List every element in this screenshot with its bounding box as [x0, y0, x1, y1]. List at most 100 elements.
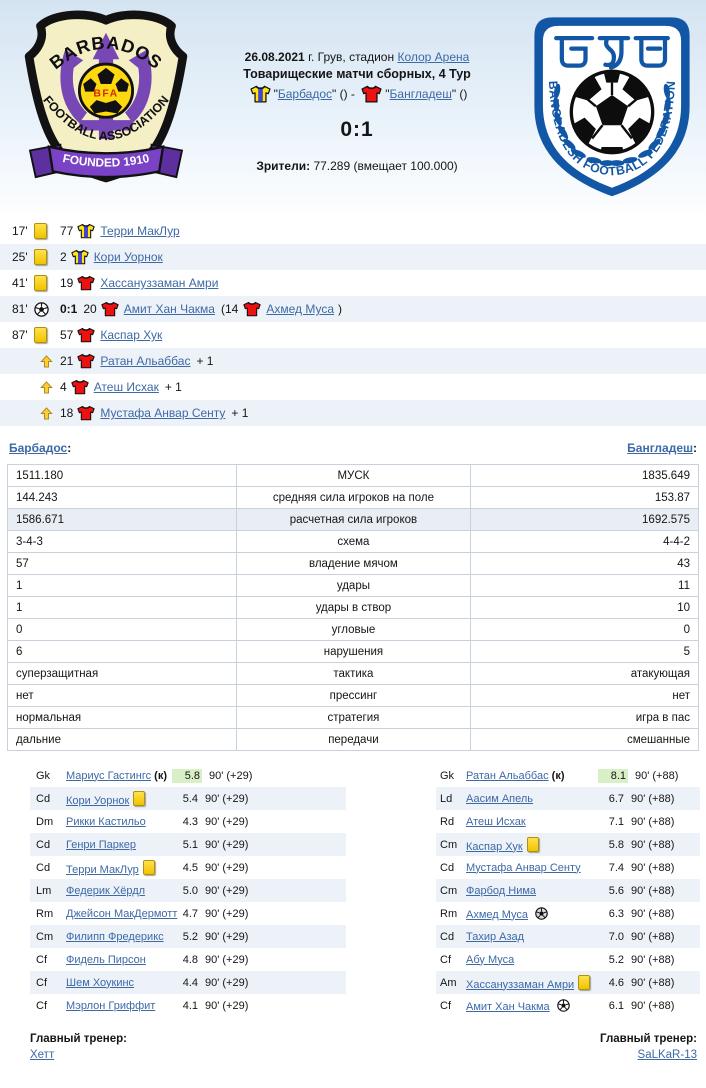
event-player-link[interactable]: Каспар Хук — [100, 328, 163, 342]
player-link[interactable]: Мариус Гастингс — [66, 769, 152, 782]
player-link[interactable]: Кори Уорнок — [66, 794, 130, 807]
player-rating: 4.4 — [182, 976, 198, 989]
event-icon-cell — [34, 380, 60, 394]
stat-label: средняя сила игроков на поле — [236, 486, 471, 509]
minutes-played: 90' (+29) — [205, 792, 249, 805]
event-player-link[interactable]: Ратан Альаббас — [100, 354, 191, 368]
player-link[interactable]: Атеш Исхак — [466, 815, 526, 828]
stat-row: нет прессинг нет — [6, 684, 700, 707]
bengali-script-glyphs — [554, 36, 670, 70]
minutes-played: 90' (+88) — [631, 792, 675, 805]
player-link[interactable]: Тахир Азад — [466, 930, 525, 943]
away-coach-link[interactable]: SaLKaR-13 — [637, 1049, 697, 1061]
player-link[interactable]: Абу Муса — [466, 953, 515, 966]
player-link[interactable]: Фидель Пирсон — [66, 953, 146, 966]
event-player-link[interactable]: Амит Хан Чакма — [123, 302, 215, 316]
stat-home-value: 57 — [6, 552, 238, 575]
player-link[interactable]: Рикки Кастильо — [66, 815, 146, 828]
away-team-stats-link[interactable]: Бангладеш — [627, 441, 693, 455]
home-team-link[interactable]: Барбадос — [277, 87, 333, 101]
tournament-title: Товарищеские матчи сборных, 4 Тур — [243, 67, 471, 81]
stat-away-value: 11 — [469, 574, 700, 597]
event-icon-cell — [34, 223, 60, 239]
player-link[interactable]: Генри Паркер — [66, 838, 137, 851]
player-link[interactable]: Ратан Альаббас — [466, 769, 549, 782]
position-label: Gk — [440, 769, 455, 782]
player-link[interactable]: Терри МакЛур — [66, 863, 139, 876]
player-link[interactable]: Каспар Хук — [466, 840, 523, 853]
player-link[interactable]: Фарбод Нима — [466, 884, 537, 897]
player-link[interactable]: Амит Хан Чакма — [466, 1000, 550, 1013]
bangladesh-crest-image: BANGLADESH FOOTBALL FEDERATION — [534, 17, 690, 197]
event-player-link[interactable]: Терри МакЛур — [100, 224, 180, 238]
stat-away-value: атакующая — [469, 662, 700, 685]
attendance-line: Зрители: 77.289 (вмещает 100.000) — [208, 159, 506, 173]
away-shirt-icon — [243, 301, 261, 317]
away-shirt-icon — [361, 85, 382, 103]
sub-in-arrow-icon — [40, 406, 53, 420]
stadium-link[interactable]: Колор Арена — [397, 50, 470, 64]
player-rating: 7.0 — [608, 930, 624, 943]
player-name-cell: Мэрлон Гриффит — [66, 1000, 172, 1012]
player-link[interactable]: Джейсон МакДермотт — [66, 907, 178, 920]
shirt-cell — [77, 353, 95, 369]
stat-away-value: 5 — [469, 640, 700, 663]
lineup-player-row: Cm Каспар Хук 5.8 90' (+88) — [436, 833, 700, 856]
player-rating: 7.4 — [608, 861, 624, 874]
skill-gain-text: + 1 — [164, 380, 182, 394]
player-link[interactable]: Хассануззаман Амри — [466, 978, 575, 991]
position-label: Cd — [440, 861, 455, 874]
yellow-card-icon — [526, 836, 539, 852]
player-link[interactable]: Филипп Фредерикс — [66, 930, 164, 943]
match-header: BFA BARBADOS FOOTBALL ASSOCIATION FOUNDE… — [0, 0, 706, 216]
lineup-player-row: Cm Филипп Фредерикс 5.2 90' (+29) — [30, 925, 346, 948]
event-player-link[interactable]: Мустафа Анвар Сенту — [100, 406, 226, 420]
player-link[interactable]: Мэрлон Гриффит — [66, 999, 156, 1012]
stat-label: тактика — [236, 662, 471, 685]
stat-row: 1 удары 11 — [6, 574, 700, 597]
shirt-cell — [77, 275, 95, 291]
player-link[interactable]: Шем Хоукинс — [66, 976, 135, 989]
yellow-card-icon — [34, 275, 47, 291]
home-team-stats-link[interactable]: Барбадос — [9, 441, 68, 455]
player-link[interactable]: Ахмед Муса — [466, 908, 529, 921]
stat-row: 6 нарушения 5 — [6, 640, 700, 663]
position-label: Cf — [440, 953, 451, 966]
minutes-played: 90' (+88) — [631, 953, 675, 966]
player-link[interactable]: Аасим Апель — [466, 792, 534, 805]
stat-away-value: 153.87 — [469, 486, 700, 509]
player-number: 57 — [60, 328, 74, 342]
assist-ball-icon — [535, 906, 548, 920]
player-name-cell: Фарбод Нима — [466, 885, 598, 897]
quote: " — [273, 87, 278, 101]
event-player-link[interactable]: Хассануззаман Амри — [100, 276, 219, 290]
sub-in-arrow-icon — [40, 380, 53, 394]
player-rating: 6.3 — [608, 907, 624, 920]
minutes-played: 90' (+29) — [209, 769, 253, 782]
player-name-cell: Каспар Хук — [466, 836, 598, 853]
minutes-played: 90' (+88) — [631, 999, 675, 1012]
away-team-link[interactable]: Бангладеш — [389, 87, 452, 101]
position-label: Cd — [36, 838, 51, 851]
event-row: 87' 57 Каспар Хук — [0, 322, 706, 348]
stat-label: владение мячом — [236, 552, 471, 575]
position-label: Cm — [440, 838, 458, 851]
stat-away-value: 10 — [469, 596, 700, 619]
assist-player-link[interactable]: Ахмед Муса — [266, 302, 334, 316]
stat-label: расчетная сила игроков — [236, 508, 471, 531]
player-rating: 7.1 — [608, 815, 624, 828]
lineup-player-row: Cd Тахир Азад 7.0 90' (+88) — [436, 925, 700, 948]
stat-home-value: суперзащитная — [6, 662, 238, 685]
stat-home-value: 1586.671 — [6, 508, 238, 531]
assist-open: (14 — [220, 302, 239, 316]
event-row: 17' 77 Терри МакЛур — [0, 218, 706, 244]
player-link[interactable]: Федерик Хёрдл — [66, 884, 146, 897]
minutes-played: 90' (+29) — [205, 999, 249, 1012]
player-link[interactable]: Мустафа Анвар Сенту — [466, 861, 581, 874]
stat-home-value: 6 — [6, 640, 238, 663]
player-number: 18 — [60, 406, 74, 420]
event-player-link[interactable]: Атеш Исхак — [93, 380, 159, 394]
event-player-link[interactable]: Кори Уорнок — [93, 250, 163, 264]
position-label: Cd — [36, 792, 51, 805]
home-coach-link[interactable]: Хетт — [30, 1049, 55, 1061]
